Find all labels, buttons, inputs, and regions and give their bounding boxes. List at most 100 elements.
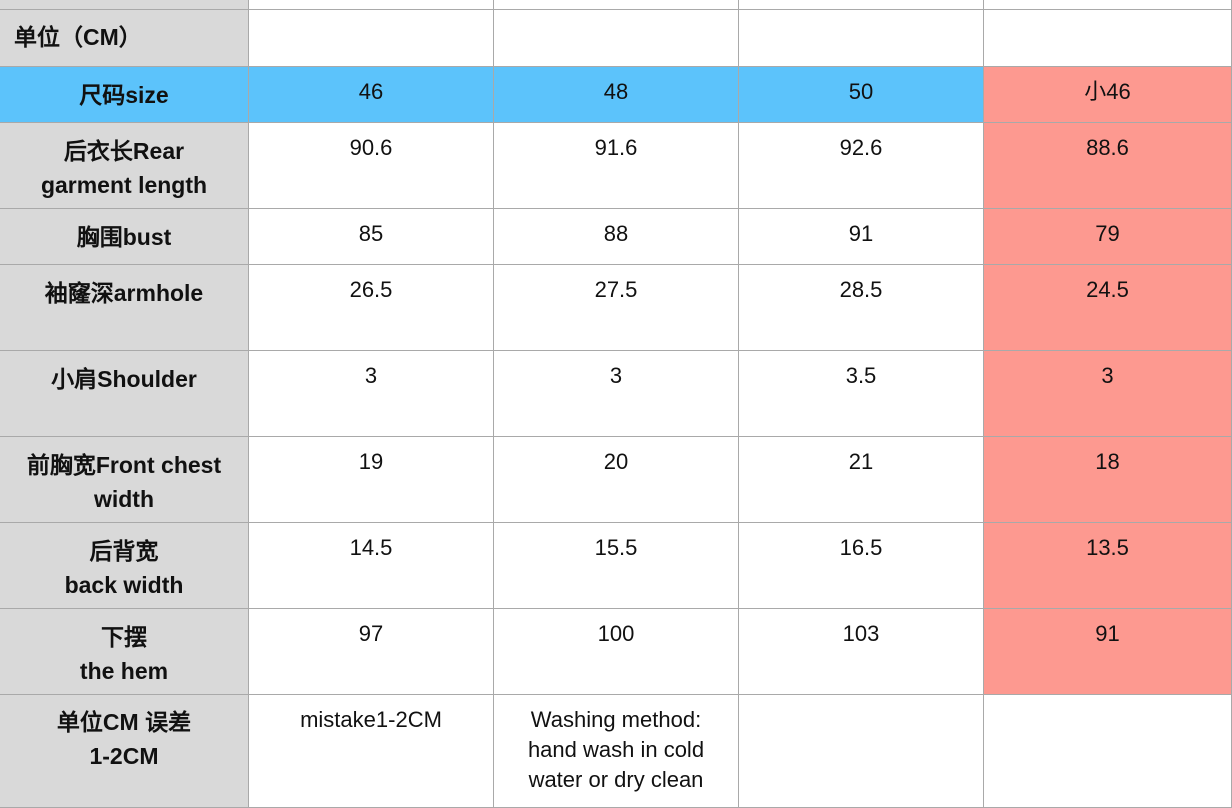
measurement-value: 26.5 — [349, 277, 393, 302]
measurement-value: 91 — [1095, 621, 1120, 646]
measurement-value: 20 — [603, 449, 629, 474]
measurement-value: 3.5 — [845, 363, 877, 388]
top-strip-cell[interactable] — [494, 0, 739, 10]
empty-cell[interactable] — [249, 10, 494, 67]
measurement-label: back width — [64, 572, 184, 598]
measurement-label: 下摆 — [101, 624, 147, 650]
measurement-label: 后背宽 — [89, 538, 159, 564]
measurement-value: 19 — [358, 449, 384, 474]
measurement-value-cell[interactable]: 97 — [249, 609, 494, 695]
size-value: 46 — [358, 79, 384, 104]
mistake-note: mistake1-2CM — [300, 707, 442, 732]
top-strip-cell[interactable] — [984, 0, 1232, 10]
measurement-label-cell[interactable]: 后衣长Rear garment length — [0, 123, 249, 209]
top-strip-cell[interactable] — [0, 0, 249, 10]
size-value: 48 — [603, 79, 629, 104]
washing-note-cell[interactable]: Washing method: hand wash in cold water or… — [494, 695, 739, 808]
measurement-label-cell[interactable]: 后背宽 back width — [0, 523, 249, 609]
measurement-value: 3 — [609, 363, 623, 388]
measurement-value-cell[interactable]: 14.5 — [249, 523, 494, 609]
measurement-label: 后衣长Rear — [63, 138, 185, 164]
measurement-label-cell[interactable]: 胸围bust — [0, 209, 249, 265]
measurement-value: 91.6 — [594, 135, 638, 160]
measurement-value: 88.6 — [1086, 135, 1129, 160]
measurement-value: 13.5 — [1086, 535, 1129, 560]
size-header-cell[interactable]: 50 — [739, 67, 984, 123]
measurement-value: 92.6 — [839, 135, 883, 160]
measurement-value: 24.5 — [1086, 277, 1129, 302]
measurement-value-cell[interactable]: 26.5 — [249, 265, 494, 351]
empty-cell[interactable] — [984, 10, 1232, 67]
measurement-label-cell[interactable]: 小肩Shoulder — [0, 351, 249, 437]
measurement-value-cell[interactable]: 3 — [494, 351, 739, 437]
measurement-label: 胸围bust — [76, 224, 172, 250]
measurement-value-cell[interactable]: 3 — [249, 351, 494, 437]
measurement-value-cell[interactable]: 103 — [739, 609, 984, 695]
measurement-value-cell[interactable]: 18 — [984, 437, 1232, 523]
measurement-value: 16.5 — [839, 535, 883, 560]
washing-note-line: Washing method: — [530, 707, 702, 732]
washing-note-line: hand wash in cold — [527, 737, 705, 762]
measurement-value-cell[interactable]: 91 — [984, 609, 1232, 695]
measurement-value-cell[interactable]: 79 — [984, 209, 1232, 265]
measurement-value-cell[interactable]: 24.5 — [984, 265, 1232, 351]
size-label-cell[interactable]: 尺码size — [0, 67, 249, 123]
measurement-value: 100 — [597, 621, 635, 646]
measurement-value: 21 — [848, 449, 874, 474]
top-strip-cell[interactable] — [739, 0, 984, 10]
measurement-value-cell[interactable]: 91.6 — [494, 123, 739, 209]
measurement-value: 3 — [364, 363, 378, 388]
measurement-label: 前胸宽Front chest — [26, 452, 222, 478]
measurement-value: 88 — [603, 221, 629, 246]
measurement-label: garment length — [40, 172, 208, 198]
measurement-value-cell[interactable]: 15.5 — [494, 523, 739, 609]
measurement-label: width — [93, 486, 155, 512]
mistake-note-cell[interactable]: mistake1-2CM — [249, 695, 494, 808]
measurement-value-cell[interactable]: 19 — [249, 437, 494, 523]
measurement-value-cell[interactable]: 100 — [494, 609, 739, 695]
measurement-label-cell[interactable]: 前胸宽Front chest width — [0, 437, 249, 523]
measurement-value: 103 — [842, 621, 880, 646]
empty-cell[interactable] — [984, 695, 1232, 808]
measurement-value: 79 — [1095, 221, 1120, 246]
measurement-value-cell[interactable]: 88.6 — [984, 123, 1232, 209]
measurement-value-cell[interactable]: 28.5 — [739, 265, 984, 351]
tolerance-label-cell[interactable]: 单位CM 误差 1-2CM — [0, 695, 249, 808]
unit-label-cell[interactable]: 单位（CM） — [0, 10, 249, 67]
measurement-value-cell[interactable]: 85 — [249, 209, 494, 265]
measurement-value-cell[interactable]: 90.6 — [249, 123, 494, 209]
empty-cell[interactable] — [739, 10, 984, 67]
unit-label: 单位（CM） — [14, 24, 142, 50]
size-value: 50 — [848, 79, 874, 104]
measurement-value-cell[interactable]: 20 — [494, 437, 739, 523]
measurement-label: 袖窿深armhole — [44, 280, 204, 306]
measurement-value: 90.6 — [349, 135, 393, 160]
measurement-value-cell[interactable]: 21 — [739, 437, 984, 523]
measurement-value-cell[interactable]: 16.5 — [739, 523, 984, 609]
measurement-value-cell[interactable]: 3 — [984, 351, 1232, 437]
measurement-value-cell[interactable]: 13.5 — [984, 523, 1232, 609]
measurement-value: 91 — [848, 221, 874, 246]
measurement-value-cell[interactable]: 88 — [494, 209, 739, 265]
measurement-value: 27.5 — [594, 277, 638, 302]
washing-note-line: water or dry clean — [528, 767, 704, 792]
measurement-label: 小肩Shoulder — [51, 366, 197, 392]
empty-cell[interactable] — [739, 695, 984, 808]
measurement-value-cell[interactable]: 27.5 — [494, 265, 739, 351]
measurement-value-cell[interactable]: 91 — [739, 209, 984, 265]
measurement-label-cell[interactable]: 袖窿深armhole — [0, 265, 249, 351]
measurement-value: 15.5 — [594, 535, 638, 560]
measurement-value-cell[interactable]: 3.5 — [739, 351, 984, 437]
size-header-cell[interactable]: 46 — [249, 67, 494, 123]
measurement-value: 28.5 — [839, 277, 883, 302]
size-header-cell[interactable]: 小46 — [984, 67, 1232, 123]
tolerance-label: 1-2CM — [89, 743, 159, 769]
empty-cell[interactable] — [494, 10, 739, 67]
measurement-label-cell[interactable]: 下摆 the hem — [0, 609, 249, 695]
measurement-value: 18 — [1095, 449, 1120, 474]
tolerance-label: 单位CM 误差 — [56, 709, 192, 735]
size-header-cell[interactable]: 48 — [494, 67, 739, 123]
measurement-value-cell[interactable]: 92.6 — [739, 123, 984, 209]
top-strip-cell[interactable] — [249, 0, 494, 10]
size-value: 小46 — [1084, 79, 1131, 104]
